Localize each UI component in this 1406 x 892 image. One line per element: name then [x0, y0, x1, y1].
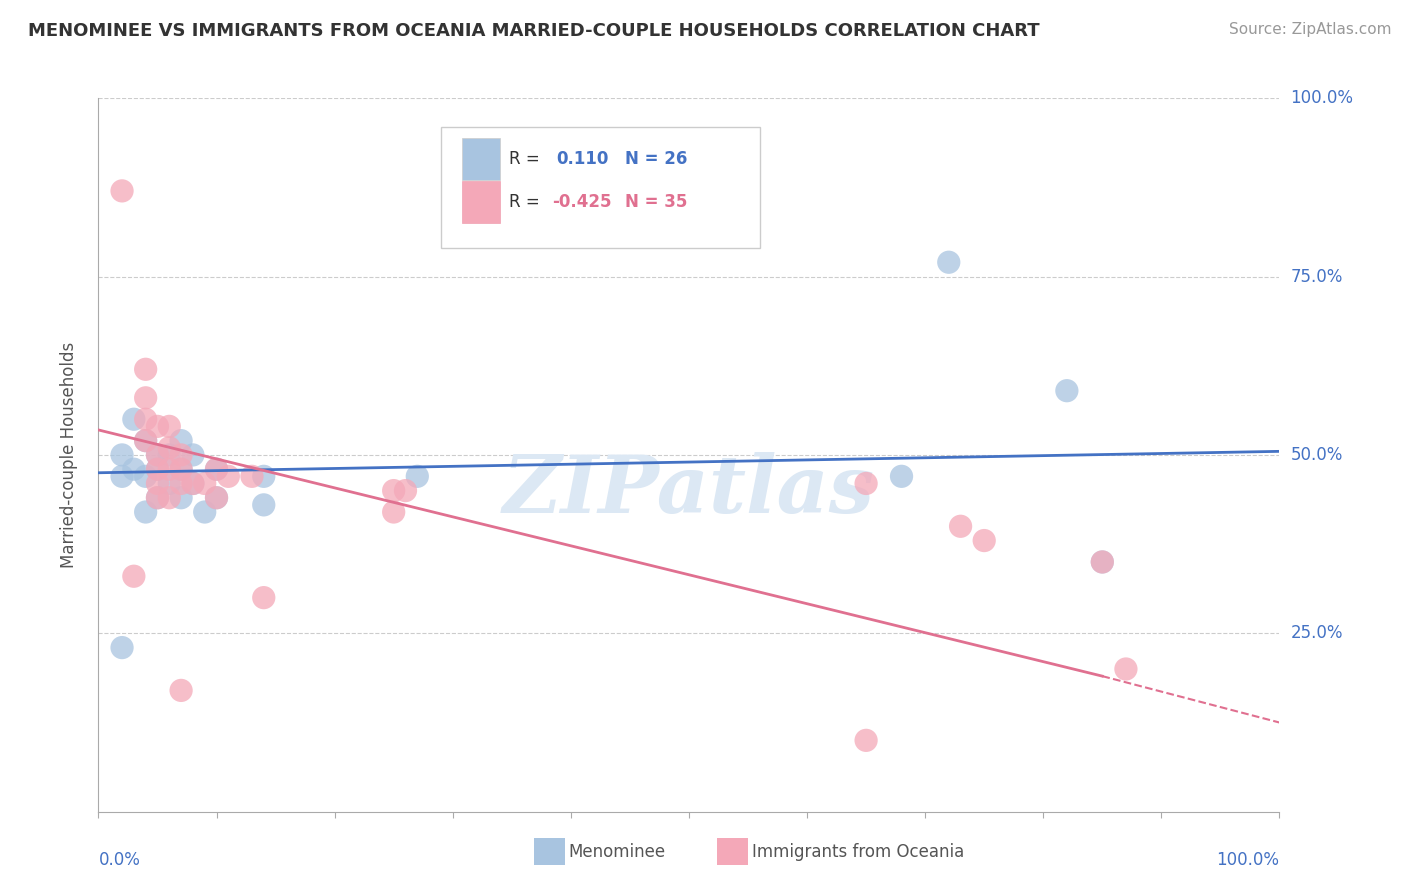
Point [855, 476, 877, 491]
Point [1091, 555, 1114, 569]
FancyBboxPatch shape [441, 127, 759, 248]
Point [135, 434, 157, 448]
FancyBboxPatch shape [463, 180, 501, 223]
Text: 75.0%: 75.0% [1291, 268, 1343, 285]
Point [170, 448, 193, 462]
Y-axis label: Married-couple Households: Married-couple Households [59, 342, 77, 568]
Point [253, 469, 276, 483]
Text: N = 35: N = 35 [626, 193, 688, 211]
Point [973, 533, 995, 548]
Point [170, 462, 193, 476]
Point [146, 448, 169, 462]
Point [146, 462, 169, 476]
Point [157, 476, 180, 491]
Point [135, 505, 157, 519]
Point [890, 469, 912, 483]
Text: ZIPatlas: ZIPatlas [503, 452, 875, 529]
Point [217, 469, 239, 483]
Point [135, 362, 157, 376]
Point [157, 491, 180, 505]
Point [240, 469, 263, 483]
Point [194, 476, 217, 491]
Text: Menominee: Menominee [568, 843, 665, 861]
Point [181, 476, 204, 491]
Point [170, 491, 193, 505]
Point [170, 462, 193, 476]
Text: N = 26: N = 26 [626, 150, 688, 168]
Point [111, 184, 134, 198]
Point [205, 462, 228, 476]
Point [146, 491, 169, 505]
Point [146, 462, 169, 476]
Text: 100.0%: 100.0% [1216, 851, 1279, 869]
Point [157, 448, 180, 462]
Point [170, 476, 193, 491]
Point [855, 733, 877, 747]
Text: -0.425: -0.425 [553, 193, 612, 211]
Text: Source: ZipAtlas.com: Source: ZipAtlas.com [1229, 22, 1392, 37]
Text: R =: R = [509, 150, 551, 168]
Point [1056, 384, 1078, 398]
Point [157, 419, 180, 434]
Point [938, 255, 960, 269]
Point [111, 469, 134, 483]
Text: MENOMINEE VS IMMIGRANTS FROM OCEANIA MARRIED-COUPLE HOUSEHOLDS CORRELATION CHART: MENOMINEE VS IMMIGRANTS FROM OCEANIA MAR… [28, 22, 1040, 40]
Point [135, 391, 157, 405]
Point [205, 491, 228, 505]
Point [181, 448, 204, 462]
Point [122, 462, 145, 476]
Point [146, 419, 169, 434]
Text: Immigrants from Oceania: Immigrants from Oceania [752, 843, 965, 861]
Point [394, 483, 416, 498]
Point [205, 491, 228, 505]
Point [253, 498, 276, 512]
Point [146, 476, 169, 491]
Point [135, 434, 157, 448]
Point [181, 476, 204, 491]
FancyBboxPatch shape [463, 137, 501, 180]
Point [382, 483, 405, 498]
Text: 0.0%: 0.0% [98, 851, 141, 869]
Point [135, 412, 157, 426]
Text: 100.0%: 100.0% [1291, 89, 1354, 107]
Point [170, 683, 193, 698]
Point [157, 441, 180, 455]
Point [1091, 555, 1114, 569]
Point [949, 519, 972, 533]
Point [111, 448, 134, 462]
Point [406, 469, 429, 483]
Point [194, 505, 217, 519]
Point [382, 505, 405, 519]
Point [253, 591, 276, 605]
Point [170, 434, 193, 448]
Point [146, 491, 169, 505]
Point [111, 640, 134, 655]
Text: 50.0%: 50.0% [1291, 446, 1343, 464]
Point [122, 412, 145, 426]
Point [205, 462, 228, 476]
Point [146, 448, 169, 462]
Point [1115, 662, 1137, 676]
Text: R =: R = [509, 193, 546, 211]
Text: 25.0%: 25.0% [1291, 624, 1343, 642]
Text: 0.110: 0.110 [557, 150, 609, 168]
Point [157, 462, 180, 476]
Point [122, 569, 145, 583]
Point [135, 469, 157, 483]
